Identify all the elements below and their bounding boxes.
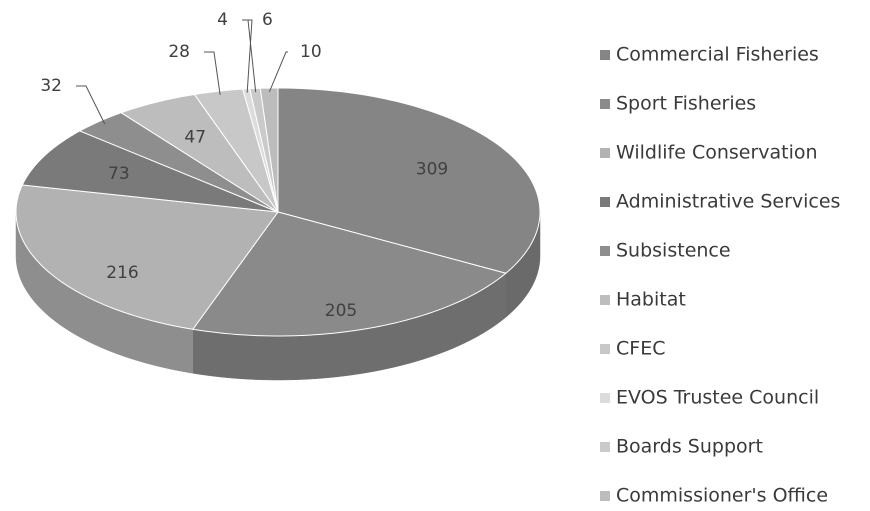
pie-slice [259, 87, 279, 213]
leader-line [247, 19, 257, 93]
legend-label: Habitat [616, 289, 686, 311]
pie-slice [191, 211, 507, 337]
legend-swatch [600, 295, 610, 305]
legend-label: Sport Fisheries [616, 93, 756, 115]
legend-swatch [600, 197, 610, 207]
pie-slice [15, 184, 279, 330]
data-label: 73 [108, 164, 130, 184]
pie-slice [277, 87, 541, 274]
pie-slice [120, 93, 279, 213]
leader-line [242, 19, 253, 93]
data-label: 10 [300, 42, 322, 62]
legend-swatch [600, 99, 610, 109]
leader-line [204, 51, 221, 95]
leader-line [76, 85, 106, 125]
data-label: 47 [184, 127, 206, 147]
legend-label: Administrative Services [616, 191, 840, 213]
data-label: 6 [262, 10, 273, 30]
pie-slice [78, 112, 279, 213]
legend-label: Wildlife Conservation [616, 142, 818, 164]
data-label: 32 [40, 76, 62, 96]
pie-slice [193, 88, 279, 213]
pie-slice [21, 130, 279, 213]
leader-line [268, 51, 288, 92]
legend-swatch [600, 50, 610, 60]
data-label: 4 [217, 10, 228, 30]
legend-label: EVOS Trustee Council [616, 387, 819, 409]
legend-label: CFEC [616, 338, 665, 360]
legend-label: Boards Support [616, 436, 763, 458]
data-label: 205 [325, 301, 357, 321]
data-label: 309 [416, 160, 448, 180]
legend-label: Commercial Fisheries [616, 44, 819, 66]
legend-swatch [600, 148, 610, 158]
legend-label: Commissioner's Office [616, 485, 828, 507]
legend-swatch [600, 246, 610, 256]
legend-swatch [600, 491, 610, 501]
legend-label: Subsistence [616, 240, 731, 262]
legend-swatch [600, 393, 610, 403]
legend-swatch [600, 344, 610, 354]
legend-swatch [600, 442, 610, 452]
data-label: 216 [106, 263, 138, 283]
data-label: 28 [168, 42, 190, 62]
